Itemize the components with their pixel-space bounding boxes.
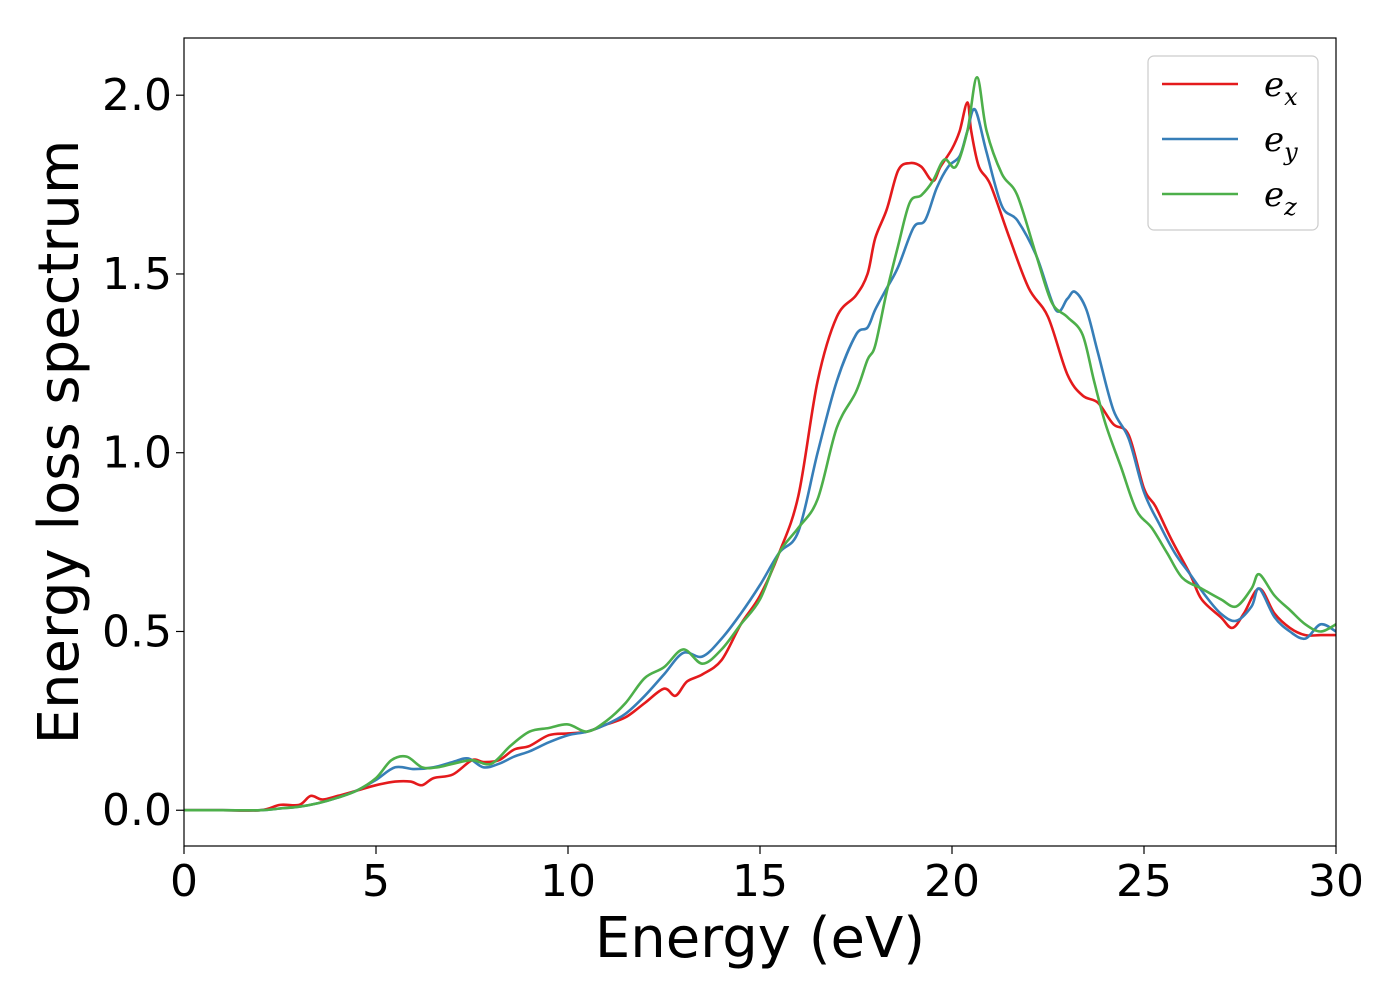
x-tick-label: 20 [924, 856, 980, 907]
x-tick-label: 0 [170, 856, 198, 907]
y-tick-label: 0.5 [102, 606, 172, 657]
x-tick-label: 10 [540, 856, 596, 907]
x-tick-label: 5 [362, 856, 390, 907]
y-tick-label: 2.0 [102, 70, 172, 121]
legend-box [1147, 55, 1319, 231]
y-tick-label: 1.5 [102, 249, 172, 300]
x-axis-label: Energy (eV) [595, 906, 925, 971]
y-axis-label: Energy loss spectrum [27, 140, 92, 745]
legend-label-e-x: ex [1264, 65, 1298, 111]
series-layer [184, 76, 1336, 812]
x-tick-label: 30 [1308, 856, 1364, 907]
series-line-e-z [184, 76, 1336, 812]
y-tick-label: 1.0 [102, 428, 172, 479]
y-tick-label: 0.0 [102, 785, 172, 836]
series-line-e-x [184, 101, 1336, 812]
series-line-e-y [184, 107, 1336, 812]
x-tick-label: 15 [732, 856, 788, 907]
axis-ticks: 0 5 10 15 20 25 30 0.0 0.5 1.0 1.5 2.0 [102, 70, 1364, 907]
x-tick-label: 25 [1116, 856, 1172, 907]
